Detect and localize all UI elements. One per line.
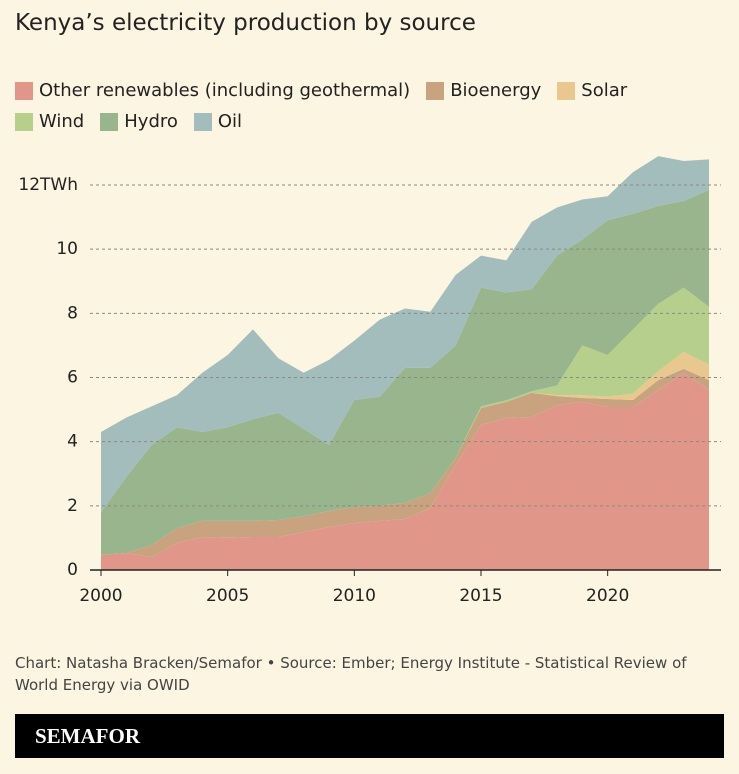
x-tick-label: 2015 [459, 586, 502, 606]
legend-label: Bioenergy [450, 80, 542, 101]
x-tick-label: 2020 [586, 586, 629, 606]
legend-item: Solar [557, 80, 627, 101]
legend-label: Solar [581, 80, 628, 101]
x-tick-label: 2010 [333, 586, 376, 606]
legend-item: Oil [193, 111, 243, 132]
y-tick-label: 0 [67, 560, 78, 580]
y-tick-label: 12TWh [18, 175, 78, 195]
chart: 0 2 4 6 8 10 12TWh 2000 2005 2010 2015 2020 [18, 156, 721, 606]
legend-swatch [193, 112, 212, 131]
legend-swatch [557, 81, 576, 100]
x-tick-label: 2005 [206, 586, 249, 606]
brand: SEMAFOR [35, 724, 140, 748]
legend-item: Hydro [100, 111, 178, 132]
chart-title: Kenya’s electricity production by source [15, 10, 476, 36]
legend-item: Bioenergy [426, 80, 541, 101]
legend-label: Wind [39, 111, 85, 132]
y-tick-label: 8 [67, 303, 78, 323]
area [101, 189, 709, 555]
y-tick-label: 2 [67, 496, 78, 516]
legend-label: Other renewables (including geothermal) [39, 80, 411, 101]
x-tick-label: 2000 [79, 586, 122, 606]
legend-swatch [426, 81, 445, 100]
legend-label: Oil [217, 111, 243, 132]
area [101, 156, 709, 513]
legend-label: Hydro [124, 111, 178, 132]
area [101, 373, 709, 570]
legend-swatch [100, 112, 119, 131]
legend-item: Other renewables (including geothermal) [15, 80, 410, 101]
y-tick-label: 6 [67, 368, 78, 388]
legend-item: Wind [15, 111, 84, 132]
brand-bar: SEMAFOR [15, 714, 724, 758]
area [101, 368, 709, 558]
legend: Other renewables (including geothermal) B… [15, 80, 665, 132]
legend-swatch [15, 112, 33, 131]
source-note: Chart: Natasha Bracken/Semafor • Source:… [15, 654, 687, 694]
y-tick-label: 4 [67, 432, 78, 452]
legend-swatch [15, 81, 33, 100]
area [101, 287, 709, 555]
y-tick-label: 10 [56, 239, 78, 259]
